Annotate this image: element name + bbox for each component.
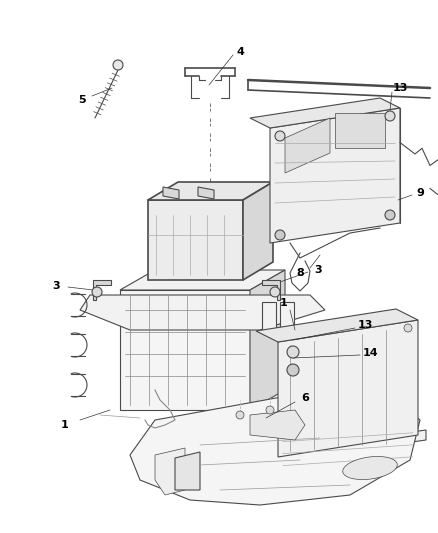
Text: 13: 13	[392, 83, 408, 93]
Text: 3: 3	[314, 265, 322, 275]
Polygon shape	[93, 280, 111, 300]
Text: 3: 3	[52, 281, 60, 291]
Text: 6: 6	[301, 393, 309, 403]
Polygon shape	[155, 448, 185, 495]
Circle shape	[404, 324, 412, 332]
Polygon shape	[243, 182, 273, 280]
Polygon shape	[270, 430, 426, 462]
Circle shape	[236, 411, 244, 419]
Polygon shape	[198, 187, 214, 199]
Polygon shape	[148, 182, 273, 200]
Circle shape	[275, 131, 285, 141]
Polygon shape	[175, 452, 200, 490]
Circle shape	[385, 210, 395, 220]
Circle shape	[92, 287, 102, 297]
Polygon shape	[285, 118, 330, 173]
Polygon shape	[270, 108, 400, 243]
Polygon shape	[163, 187, 179, 199]
Text: 5: 5	[78, 95, 86, 105]
Polygon shape	[80, 295, 325, 330]
Polygon shape	[250, 98, 400, 128]
Ellipse shape	[343, 456, 397, 480]
Polygon shape	[256, 309, 418, 342]
Polygon shape	[130, 390, 420, 505]
Polygon shape	[250, 410, 305, 440]
Circle shape	[270, 287, 280, 297]
Polygon shape	[120, 290, 250, 410]
Circle shape	[266, 406, 274, 414]
Polygon shape	[148, 200, 243, 280]
Polygon shape	[262, 280, 280, 300]
Text: 9: 9	[416, 188, 424, 198]
Text: 13: 13	[357, 320, 373, 330]
Polygon shape	[278, 320, 418, 457]
Polygon shape	[120, 270, 285, 290]
Text: 8: 8	[296, 268, 304, 278]
Circle shape	[385, 111, 395, 121]
Polygon shape	[250, 270, 285, 410]
Circle shape	[275, 230, 285, 240]
Circle shape	[113, 60, 123, 70]
Polygon shape	[280, 302, 294, 330]
Text: 14: 14	[362, 348, 378, 358]
Polygon shape	[262, 302, 276, 330]
Circle shape	[287, 364, 299, 376]
Polygon shape	[335, 113, 385, 148]
Text: 1: 1	[61, 420, 69, 430]
Circle shape	[287, 346, 299, 358]
Text: 4: 4	[236, 47, 244, 57]
Text: 1: 1	[280, 298, 288, 308]
